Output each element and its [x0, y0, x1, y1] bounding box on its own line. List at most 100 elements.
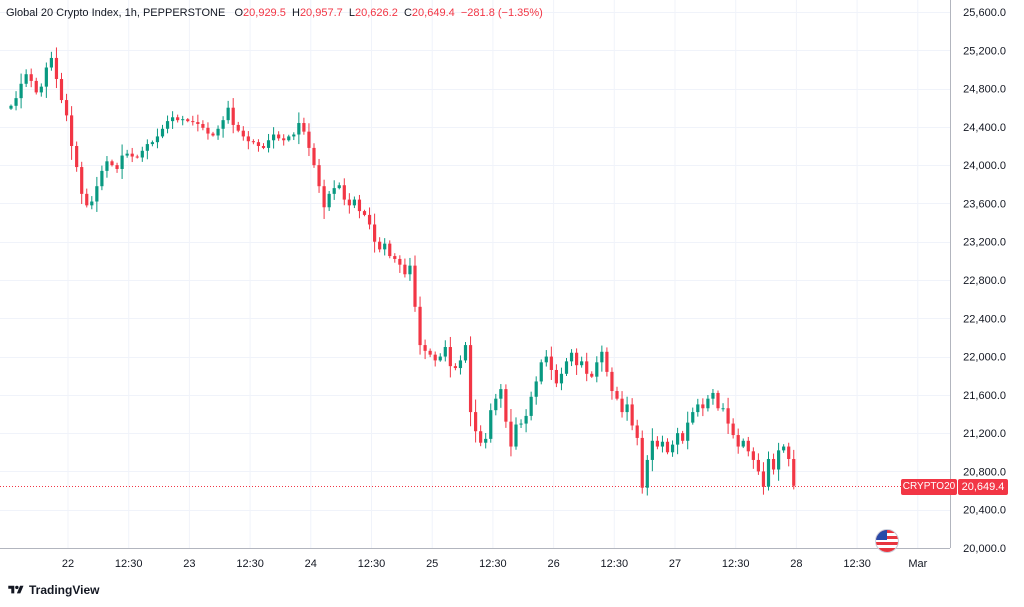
candle-body [176, 117, 180, 121]
candle [564, 358, 569, 377]
candle [186, 118, 190, 123]
legend-title[interactable]: Global 20 Crypto Index, 1h, PEPPERSTONE [6, 7, 226, 19]
candle [342, 178, 346, 206]
candle [660, 435, 665, 453]
candle-body [479, 431, 483, 443]
candle [569, 349, 574, 367]
candle [595, 356, 599, 383]
candle-body [610, 371, 614, 392]
us-flag-icon[interactable] [875, 529, 899, 553]
candle-body [539, 362, 543, 382]
y-tick-label: 23,600.0 [963, 198, 1006, 210]
candle-body [731, 423, 735, 436]
candle [676, 427, 680, 455]
candle [307, 123, 311, 157]
candle [196, 114, 200, 132]
candle [580, 356, 584, 368]
x-tick-label: 26 [547, 558, 559, 570]
candle-body [489, 410, 493, 439]
candle [514, 417, 518, 450]
y-axis[interactable]: 20,000.0 20,400.0 20,800.0 21,200.0 21,600.0… [963, 7, 1006, 555]
x-tick-label: 12:30 [115, 558, 143, 570]
x-tick-label: 12:30 [722, 558, 750, 570]
candle-body [756, 459, 760, 472]
candle-body [383, 243, 387, 250]
candle [630, 398, 634, 431]
candle-body [216, 128, 220, 136]
candle-body [544, 356, 548, 363]
candle-body [135, 156, 139, 158]
candle-body [327, 193, 331, 208]
candle [706, 395, 710, 412]
x-tick-label: 12:30 [843, 558, 871, 570]
candle [266, 133, 271, 153]
y-tick-label: 22,800.0 [963, 275, 1006, 287]
candle-body [75, 146, 79, 168]
candle [19, 73, 23, 109]
candle [105, 156, 109, 178]
candles [9, 47, 796, 496]
legend-close: 20,649.4 [411, 7, 455, 19]
candle [14, 91, 18, 111]
candle-body [398, 258, 402, 265]
candle [398, 255, 402, 273]
y-tick-label: 25,200.0 [963, 45, 1006, 57]
candle-body [686, 422, 690, 441]
candle [337, 182, 341, 190]
candle-body [292, 134, 296, 137]
candle-body [145, 144, 149, 151]
x-tick-label: 12:30 [236, 558, 264, 570]
candle-body [569, 352, 574, 362]
candle-body [418, 306, 422, 346]
candle-body [736, 435, 740, 447]
brand[interactable]: TradingView [8, 583, 99, 597]
candle-body [272, 134, 276, 141]
candle-body [373, 224, 377, 242]
x-axis[interactable]: 22 12:30 23 12:30 24 12:30 25 12:30 26 12:30 27 12:… [62, 558, 928, 570]
candle-body [726, 408, 730, 424]
candle-body [100, 170, 104, 187]
y-tick-label: 20,400.0 [963, 505, 1006, 517]
candle-body [640, 437, 644, 488]
candle-body [701, 404, 705, 409]
candle-body [509, 421, 513, 447]
candle [297, 112, 301, 145]
candle-body [49, 57, 53, 68]
candle-body [226, 107, 230, 121]
x-tick-label: 24 [305, 558, 317, 570]
candle [665, 438, 670, 455]
candle-body [231, 107, 235, 125]
candle-body [19, 83, 23, 99]
candle-body [514, 424, 518, 447]
candle-body [277, 134, 281, 139]
candle [70, 106, 74, 160]
candle-body [59, 79, 64, 101]
candle-body [484, 438, 488, 443]
candle [332, 180, 336, 200]
candle-body [443, 347, 447, 357]
candle [504, 384, 508, 428]
candle-body [196, 122, 200, 124]
candle-body [85, 193, 89, 206]
candle-body [352, 199, 356, 206]
candle [408, 257, 412, 281]
candle [474, 399, 478, 443]
candle [620, 391, 624, 418]
candle [438, 353, 442, 362]
candle-body [39, 86, 43, 93]
brand-name: TradingView [29, 583, 100, 597]
candle [731, 418, 735, 439]
candle-body [105, 161, 109, 171]
candle-body [463, 345, 468, 361]
candle [90, 196, 94, 210]
candle [519, 419, 523, 428]
candle-body [605, 351, 609, 372]
candle [544, 350, 548, 367]
candle-body [645, 459, 649, 488]
candle-body [241, 130, 245, 137]
candle-body [595, 362, 599, 377]
candle [246, 131, 250, 150]
candle [39, 83, 43, 97]
candle [120, 144, 124, 179]
candle [696, 398, 700, 417]
